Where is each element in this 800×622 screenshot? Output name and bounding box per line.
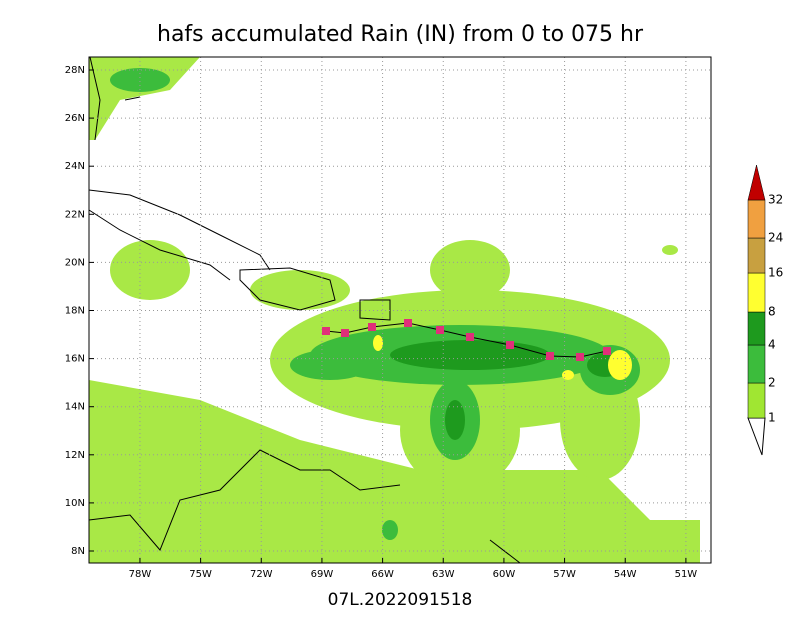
colorbar-segment [747, 237, 766, 274]
colorbar-label: 24 [768, 231, 783, 245]
lon-tick-label: 72W [250, 569, 273, 580]
lat-tick-label: 28N [65, 65, 85, 76]
colorbar-label: 2 [768, 376, 776, 390]
lon-tick-label: 69W [311, 569, 334, 580]
track-points [322, 319, 611, 361]
lon-tick-label: 60W [493, 569, 516, 580]
colorbar-label: 4 [768, 338, 776, 352]
lat-tick-label: 14N [65, 402, 85, 413]
colorbar-label: 32 [768, 193, 783, 207]
run-label: 07L.2022091518 [328, 590, 473, 610]
lon-tick-label: 66W [371, 569, 394, 580]
colorbar-label: 8 [768, 305, 776, 319]
colorbar-label: 1 [768, 411, 776, 425]
colorbar-segment [747, 272, 766, 313]
lon-tick-label: 75W [189, 569, 212, 580]
colorbar-low-end [747, 417, 766, 456]
lat-tick-label: 22N [65, 209, 85, 220]
lon-tick-label: 51W [675, 569, 698, 580]
colorbar-segment [747, 199, 766, 239]
colorbar-high-end [747, 164, 766, 201]
lon-tick-label: 63W [432, 569, 455, 580]
map-area [88, 56, 712, 564]
lon-tick-label: 78W [129, 569, 152, 580]
lat-tick-label: 16N [65, 354, 85, 365]
lon-tick-label: 54W [614, 569, 637, 580]
lat-tick-label: 24N [65, 161, 85, 172]
colorbar-segment [747, 344, 766, 384]
graticule [89, 57, 711, 563]
colorbar-label: 16 [768, 266, 783, 280]
lat-tick-label: 26N [65, 113, 85, 124]
lat-tick-label: 10N [65, 498, 85, 509]
lat-tick-label: 8N [71, 546, 85, 557]
lon-tick-label: 57W [553, 569, 576, 580]
lat-tick-label: 20N [65, 257, 85, 268]
colorbar-segment [747, 311, 766, 346]
rain-very-heavy [373, 335, 632, 380]
lat-tick-label: 12N [65, 450, 85, 461]
lat-tick-label: 18N [65, 306, 85, 317]
storm-track [325, 322, 608, 358]
map-title: hafs accumulated Rain (IN) from 0 to 075… [157, 22, 644, 47]
colorbar-segment [747, 382, 766, 419]
